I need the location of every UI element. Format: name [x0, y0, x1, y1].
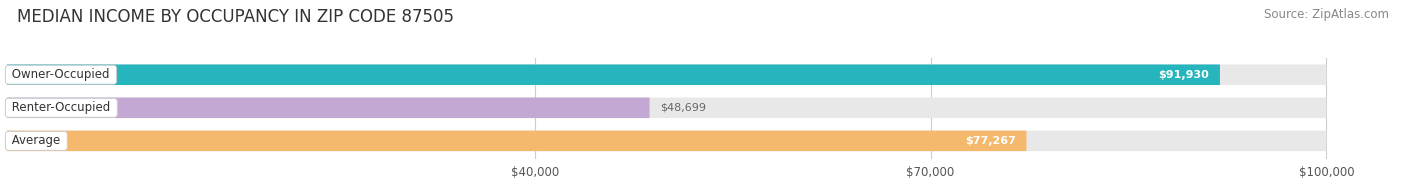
Text: $91,930: $91,930 — [1159, 70, 1209, 80]
Text: Source: ZipAtlas.com: Source: ZipAtlas.com — [1264, 8, 1389, 21]
FancyBboxPatch shape — [7, 131, 1326, 151]
Text: Average: Average — [8, 134, 65, 147]
FancyBboxPatch shape — [7, 64, 1220, 85]
FancyBboxPatch shape — [7, 98, 1326, 118]
Text: MEDIAN INCOME BY OCCUPANCY IN ZIP CODE 87505: MEDIAN INCOME BY OCCUPANCY IN ZIP CODE 8… — [17, 8, 454, 26]
Text: Renter-Occupied: Renter-Occupied — [8, 101, 114, 114]
FancyBboxPatch shape — [7, 98, 650, 118]
Text: Owner-Occupied: Owner-Occupied — [8, 68, 114, 81]
FancyBboxPatch shape — [7, 131, 1026, 151]
Text: $48,699: $48,699 — [659, 103, 706, 113]
Text: $77,267: $77,267 — [965, 136, 1017, 146]
FancyBboxPatch shape — [7, 64, 1326, 85]
